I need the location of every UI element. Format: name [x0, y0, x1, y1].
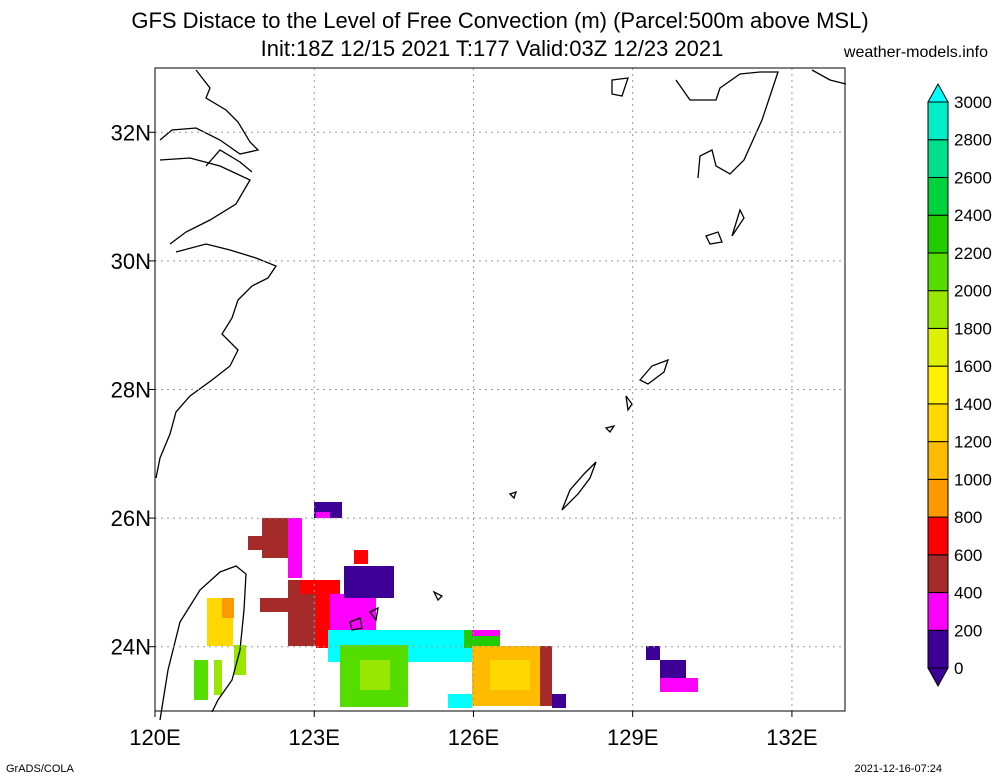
- map-subtitle: Init:18Z 12/15 2021 T:177 Valid:03Z 12/2…: [260, 36, 724, 61]
- lat-tick-label: 32N: [111, 120, 151, 145]
- colorbar-segment: [927, 290, 949, 329]
- footer-credit: GrADS/COLA: [6, 763, 74, 775]
- colorbar-segment: [927, 478, 949, 518]
- colorbar-label: 2400: [954, 206, 992, 225]
- coastline: [811, 69, 847, 85]
- field-patch: [660, 678, 698, 692]
- colorbar-top-arrow: [927, 82, 949, 103]
- field-patches: [194, 502, 698, 708]
- colorbar-segment: [927, 176, 949, 216]
- colorbar-label: 2200: [954, 244, 992, 263]
- lat-tick-label: 28N: [111, 378, 151, 403]
- colorbar-label: 0: [954, 659, 963, 678]
- field-patch: [300, 580, 340, 594]
- field-patch: [354, 550, 368, 564]
- field-patch: [344, 566, 394, 598]
- island: [705, 231, 723, 245]
- field-patch: [408, 630, 472, 662]
- field-patch: [260, 598, 288, 612]
- lat-tick-label: 30N: [111, 249, 151, 274]
- field-patch: [490, 660, 530, 690]
- lon-tick-label: 126E: [448, 725, 499, 750]
- colorbar-label: 2600: [954, 168, 992, 187]
- island: [561, 461, 597, 511]
- colorbar-label: 400: [954, 584, 982, 603]
- field-patch: [540, 646, 552, 706]
- colorbar-label: 1200: [954, 433, 992, 452]
- field-patch: [194, 660, 208, 700]
- footer-timestamp: 2021-12-16-07:24: [854, 763, 942, 775]
- coastline: [675, 71, 779, 179]
- island: [611, 77, 629, 97]
- colorbar-segment: [927, 629, 949, 669]
- island: [638, 358, 670, 385]
- field-patch: [330, 594, 376, 634]
- colorbar-segment: [927, 214, 949, 254]
- site-label: weather-models.info: [843, 44, 988, 61]
- coastline: [155, 243, 277, 479]
- colorbar-label: 3000: [954, 93, 992, 112]
- field-patch: [214, 660, 222, 695]
- field-patch: [646, 646, 660, 660]
- graticule: [155, 68, 845, 711]
- field-patch: [360, 660, 390, 690]
- field-patch: [448, 694, 472, 708]
- field-patch: [234, 645, 246, 675]
- colorbar-segment: [927, 139, 949, 178]
- island: [432, 590, 444, 602]
- colorbar-segment: [927, 403, 949, 443]
- lon-tick-label: 123E: [289, 725, 340, 750]
- axis-ticks: 120E 123E 126E 129E 132E 24N 26N 28N 30N 32N: [111, 120, 818, 750]
- field-patch: [316, 512, 330, 518]
- colorbar-label: 1800: [954, 319, 992, 338]
- colorbar-bottom-arrow: [927, 667, 949, 688]
- field-patch: [552, 694, 566, 708]
- lat-tick-label: 26N: [111, 506, 151, 531]
- field-patch: [288, 518, 302, 578]
- colorbar-segment: [927, 441, 949, 480]
- field-patch: [316, 594, 330, 634]
- colorbar-segment: [927, 592, 949, 631]
- colorbar-segment: [927, 327, 949, 367]
- map-title: GFS Distace to the Level of Free Convect…: [131, 8, 869, 33]
- island: [625, 395, 633, 412]
- field-patch: [222, 598, 234, 618]
- lat-tick-label: 24N: [111, 635, 151, 660]
- colorbar-label: 200: [954, 621, 982, 640]
- lon-tick-label: 120E: [129, 725, 180, 750]
- colorbar-label: 2000: [954, 282, 992, 301]
- island: [731, 208, 745, 237]
- island: [369, 606, 379, 622]
- island: [349, 617, 363, 631]
- colorbar-segment: [927, 365, 949, 405]
- coastline: [159, 565, 247, 721]
- island: [604, 424, 616, 434]
- coastlines: [155, 69, 847, 721]
- lon-tick-label: 132E: [766, 725, 817, 750]
- coastline: [159, 69, 260, 155]
- field-patch: [472, 630, 500, 636]
- colorbar-segment: [927, 516, 949, 556]
- lon-tick-label: 129E: [607, 725, 658, 750]
- field-patch: [248, 536, 262, 550]
- colorbar-label: 800: [954, 508, 982, 527]
- colorbar-label: 2800: [954, 131, 992, 150]
- colorbar-label: 600: [954, 546, 982, 565]
- colorbar-segment: [927, 554, 949, 594]
- colorbar-segment: [927, 101, 949, 141]
- colorbar-segment: [927, 252, 949, 292]
- colorbar: 0 200 400 600 800 1000 1200 1400 1600 1800 2000 220…: [927, 82, 992, 688]
- island: [508, 490, 518, 500]
- field-patch: [660, 660, 686, 678]
- coastline: [159, 157, 251, 245]
- colorbar-label: 1600: [954, 357, 992, 376]
- colorbar-label: 1000: [954, 470, 992, 489]
- colorbar-label: 1400: [954, 395, 992, 414]
- coastline: [205, 149, 253, 173]
